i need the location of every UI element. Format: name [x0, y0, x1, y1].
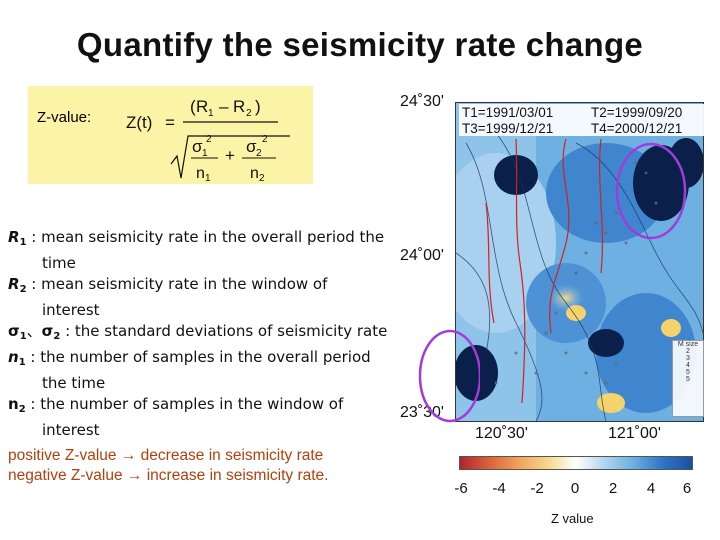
slide-title: Quantify the seismicity rate change	[76, 26, 644, 63]
def-n2: n2 : the number of samples in the window…	[8, 395, 344, 415]
t1-label: T1=1991/03/01	[462, 105, 554, 120]
colorbar-tick: 0	[570, 480, 580, 497]
formula-equals: =	[165, 113, 175, 132]
formula-n1: n	[196, 165, 205, 182]
t3-label: T3=1999/12/21	[462, 121, 554, 136]
zvalue-colorbar	[459, 456, 693, 470]
colorbar-label: Z value	[551, 511, 594, 526]
def-r1-cont: time	[42, 254, 76, 272]
def-r1: R1 : mean seismicity rate in the overall…	[8, 228, 385, 248]
lat-label-24-30: 24˚30'	[400, 93, 444, 110]
zvalue-map-image	[456, 103, 703, 421]
t2-label: T2=1999/09/20	[591, 105, 683, 120]
colorbar-tick: 6	[682, 480, 692, 497]
arrow-icon: →	[126, 467, 143, 484]
formula-n2: n	[250, 165, 259, 182]
formula-sigma1-sub: 1	[202, 148, 208, 159]
t4-label: T4=2000/12/21	[591, 121, 683, 136]
colorbar-tick: 2	[608, 480, 618, 497]
legend-item: 5	[686, 369, 690, 376]
interp-positive: positive Z-value → decrease in seismicit…	[8, 447, 324, 464]
colorbar-tick: 4	[646, 480, 656, 497]
formula-lhs: Z(t)	[126, 113, 152, 132]
formula-r2: R	[233, 97, 245, 116]
formula-n2-sub: 2	[259, 173, 265, 184]
highlight-circle-north	[615, 142, 687, 240]
formula-n1-sub: 1	[205, 173, 211, 184]
seismicity-map	[455, 102, 704, 422]
magnitude-legend: M size 2 3 4 5 5	[672, 340, 704, 417]
formula-sigma1-sq: 2	[206, 134, 212, 145]
formula-sigma2-sq: 2	[262, 134, 268, 145]
z-value-label: Z-value:	[37, 109, 92, 126]
def-r2-cont: interest	[42, 301, 100, 319]
formula-plus: +	[225, 146, 235, 165]
interp-negative: negative Z-value → increase in seismicit…	[8, 467, 329, 484]
time-window-box: T1=1991/03/01 T2=1999/09/20 T3=1999/12/2…	[459, 104, 705, 136]
lon-label-120-30: 120˚30'	[475, 425, 528, 442]
colorbar-tick: -2	[530, 480, 544, 497]
legend-item: 3	[686, 355, 690, 362]
formula-sigma1: σ	[192, 137, 203, 156]
def-n1: n1 : the number of samples in the overal…	[8, 348, 371, 368]
def-sigma: σ1、σ2 : the standard deviations of seism…	[8, 322, 388, 342]
interpretation: positive Z-value → decrease in seismicit…	[8, 446, 328, 486]
lat-label-23-30: 23˚30'	[400, 404, 444, 421]
def-n2-cont: interest	[42, 421, 100, 439]
lon-label-121-00: 121˚00'	[608, 425, 661, 442]
z-formula: Z(t) = ( R 1 – R 2 ) σ 1 2 + σ 2 2 n 1 n…	[126, 97, 290, 184]
highlight-circle-south	[418, 329, 480, 423]
svg-text:(: (	[190, 97, 196, 116]
def-n1-cont: the time	[42, 374, 106, 392]
arrow-icon: →	[120, 447, 137, 464]
legend-item: 2	[686, 348, 690, 355]
svg-text:): )	[255, 97, 261, 116]
formula-r1: R	[196, 97, 208, 116]
formula-box: Z-value: Z(t) = ( R 1 – R 2 ) σ 1 2 + σ …	[28, 86, 313, 184]
colorbar-tick: -6	[454, 480, 468, 497]
colorbar-tick: -4	[492, 480, 506, 497]
formula-sigma2-sub: 2	[256, 148, 262, 159]
legend-title: M size	[677, 341, 699, 348]
definitions-list: R1 : mean seismicity rate in the overall…	[8, 227, 428, 441]
formula-sigma2: σ	[246, 137, 257, 156]
lat-label-24-00: 24˚00'	[400, 247, 444, 264]
formula-r2-sub: 2	[246, 108, 252, 119]
legend-item: 5	[686, 376, 690, 383]
legend-item: 4	[686, 362, 690, 369]
formula-minus: –	[219, 97, 229, 116]
def-r2: R2 : mean seismicity rate in the window …	[8, 275, 328, 295]
formula-r1-sub: 1	[208, 108, 214, 119]
